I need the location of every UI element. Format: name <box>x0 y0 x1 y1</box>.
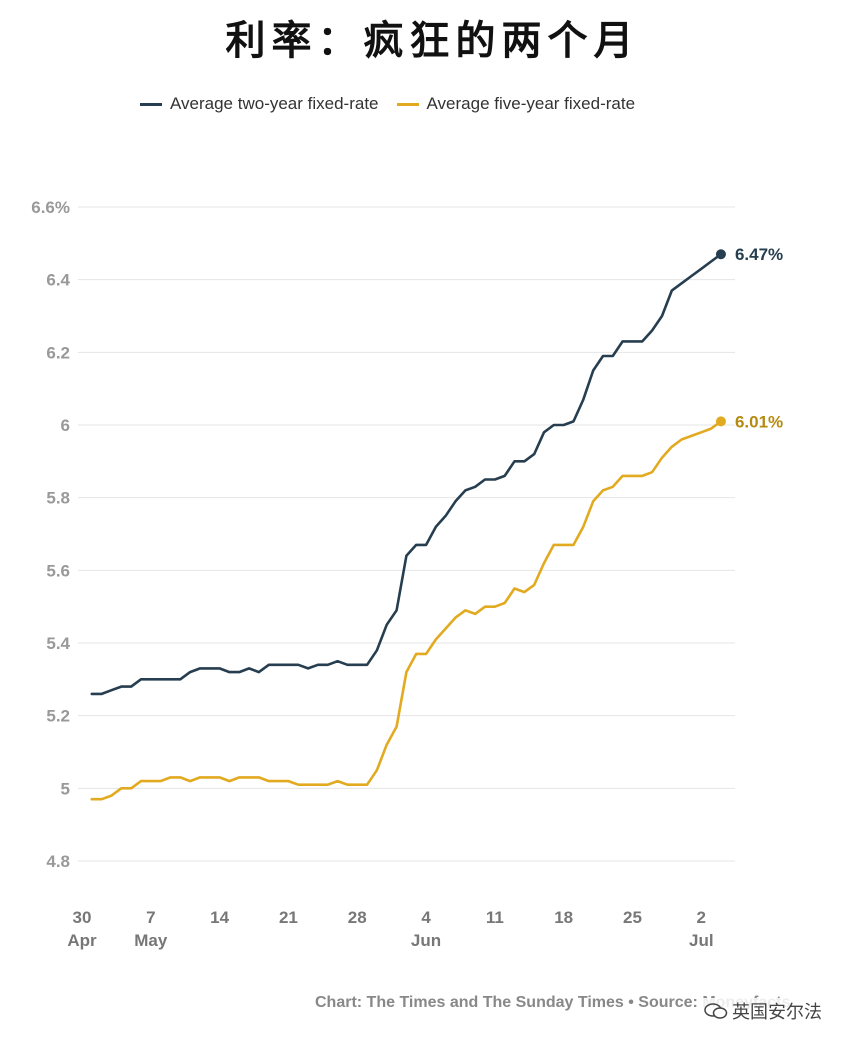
legend-label-five-year: Average five-year fixed-rate <box>426 94 636 113</box>
x-tick-label: 11 <box>486 908 504 927</box>
legend-swatch-two-year <box>140 102 162 106</box>
x-tick-label: 30 <box>73 908 92 927</box>
end-point-five-year <box>715 416 726 427</box>
y-tick-label: 6 <box>61 416 70 435</box>
x-tick-month-label: Jun <box>411 931 441 950</box>
legend-label-two-year: Average two-year fixed-rate <box>170 94 379 113</box>
y-tick-label: 6.2 <box>46 343 70 362</box>
legend-swatch-five-year <box>396 102 419 106</box>
end-point-two-year <box>715 249 726 260</box>
x-tick-label: 25 <box>623 908 642 927</box>
y-tick-label: 4.8 <box>46 852 70 871</box>
legend-item-five-year: Average five-year fixed-rate <box>396 94 636 114</box>
end-label-five-year: 6.01% <box>735 412 783 431</box>
x-tick-label: 14 <box>210 908 229 927</box>
y-tick-label: 5 <box>61 779 70 798</box>
x-tick-label: 18 <box>554 908 573 927</box>
source-note: Chart: The Times and The Sunday Times • … <box>315 994 791 1011</box>
legend: Average two-year fixed-rate Average five… <box>140 94 635 114</box>
watermark-text: 英国安尔法 <box>732 1002 822 1023</box>
x-tick-label: 21 <box>279 908 298 927</box>
x-tick-label: 2 <box>697 908 706 927</box>
x-tick-label: 7 <box>146 908 155 927</box>
series-line-two-year <box>90 252 723 696</box>
x-tick-month-label: Apr <box>67 931 97 950</box>
y-tick-label: 5.4 <box>46 634 70 653</box>
y-tick-label: 5.6 <box>46 561 70 580</box>
x-tick-label: 4 <box>421 908 431 927</box>
watermark: 英国安尔法 <box>700 998 826 1024</box>
y-tick-label: 5.2 <box>46 707 70 726</box>
y-tick-label: 6.6% <box>31 198 70 217</box>
x-tick-month-label: Jul <box>689 931 714 950</box>
series-line-five-year <box>90 420 723 801</box>
chart-title: 利率：疯狂的两个月 <box>225 17 640 64</box>
x-tick-label: 28 <box>348 908 367 927</box>
end-label-two-year: 6.47% <box>735 245 783 264</box>
y-tick-label: 6.4 <box>46 271 70 290</box>
wechat-icon <box>704 1003 728 1019</box>
y-tick-label: 5.8 <box>46 489 70 508</box>
legend-item-two-year: Average two-year fixed-rate <box>140 94 379 114</box>
x-tick-month-label: May <box>134 931 168 950</box>
